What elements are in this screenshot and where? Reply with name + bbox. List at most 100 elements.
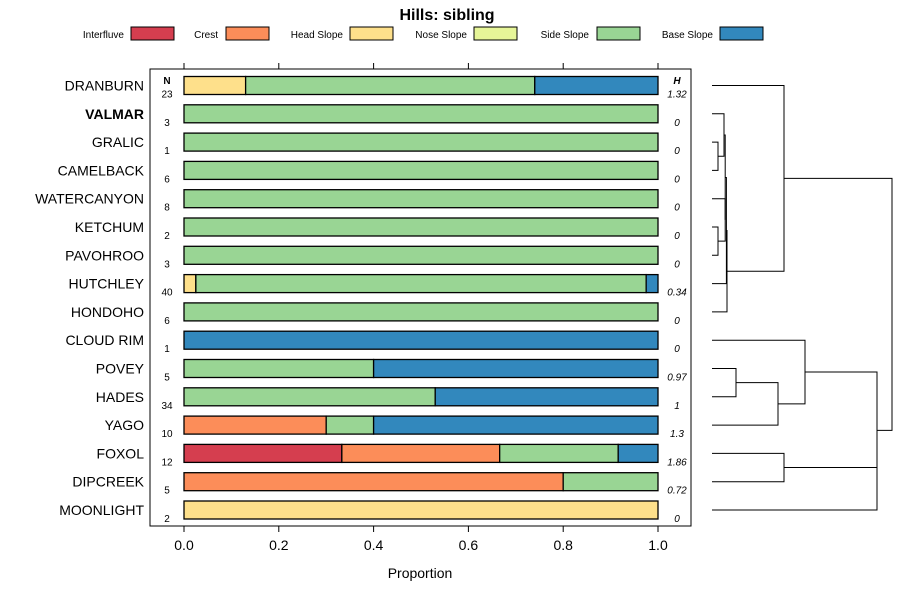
legend-swatch-head-slope — [349, 26, 394, 41]
bar-segment-base-slope — [534, 75, 659, 96]
row-hades: HADES 34 1 — [96, 387, 680, 412]
row-foxol: FOXOL 12 1.86 — [97, 443, 687, 468]
bar-segment-base-slope — [434, 387, 659, 407]
legend-label-base-slope: Base Slope — [662, 30, 714, 41]
row-label: HUTCHLEY — [69, 276, 145, 292]
dendrogram-branch — [712, 452, 785, 483]
dendrogram-branch — [712, 176, 727, 285]
row-label: PAVOHROO — [65, 247, 144, 263]
row-n-value: 6 — [164, 316, 170, 327]
bar-segment-crest — [183, 472, 564, 492]
row-label: WATERCANYON — [35, 191, 144, 207]
row-label: HADES — [96, 389, 144, 405]
bar-segment-side-slope — [183, 104, 659, 124]
row-h-value: 0 — [674, 118, 680, 129]
bar-segment-head-slope — [183, 273, 197, 294]
legend-label-interfluve: Interfluve — [83, 30, 125, 41]
row-h-value: 0 — [674, 344, 680, 355]
dendrogram-branch — [712, 339, 806, 405]
dendrogram-branch — [712, 141, 719, 171]
bar-segment-side-slope — [183, 302, 659, 322]
legend-swatch-interfluve — [130, 26, 175, 41]
dendrogram — [712, 85, 893, 511]
row-label: GRALIC — [92, 134, 144, 150]
row-label: CLOUD RIM — [65, 332, 144, 348]
row-label: YAGO — [105, 417, 145, 433]
bar-segment-side-slope — [325, 415, 375, 435]
row-label: HONDOHO — [71, 304, 144, 320]
row-h-value: 0 — [674, 316, 680, 327]
chart-title: Hills: sibling — [399, 7, 494, 24]
legend-label-nose-slope: Nose Slope — [415, 30, 467, 41]
row-n-value: 6 — [164, 174, 170, 185]
legend-label-crest: Crest — [194, 30, 218, 41]
row-watercanyon: WATERCANYON 8 0 — [35, 189, 680, 214]
bar-segment-side-slope — [183, 160, 659, 181]
bar-segment-side-slope — [183, 189, 659, 209]
row-povey: POVEY 5 0.97 — [96, 358, 687, 384]
legend-swatch-base-slope — [719, 26, 764, 41]
row-camelback: CAMELBACK 6 0 — [58, 160, 680, 185]
row-label: VALMAR — [85, 106, 144, 122]
row-n-value: 12 — [161, 457, 173, 468]
bar-segment-side-slope — [183, 217, 659, 237]
row-h-value: 0 — [674, 174, 680, 185]
row-n-value: 5 — [164, 486, 170, 497]
row-dranburn: DRANBURN 23 1.32 — [65, 75, 687, 101]
bar-segment-base-slope — [645, 273, 659, 294]
n-column-header: N — [163, 76, 170, 87]
legend-swatch-crest — [225, 26, 270, 41]
dendrogram-branch — [724, 134, 726, 220]
dendrogram-branch — [712, 382, 779, 426]
x-tick-label: 0.4 — [364, 537, 384, 553]
bar-segment-side-slope — [183, 387, 436, 407]
bar-segment-side-slope — [183, 245, 659, 265]
row-yago: YAGO 10 1.3 — [105, 415, 684, 440]
row-dipcreek: DIPCREEK 5 0.72 — [72, 472, 687, 497]
legend-swatch-nose-slope — [473, 26, 518, 41]
row-h-value: 1.3 — [670, 429, 684, 440]
row-h-value: 0 — [674, 514, 680, 525]
x-tick-label: 0.2 — [269, 537, 289, 553]
row-h-value: 0 — [674, 231, 680, 242]
bar-segment-head-slope — [183, 75, 247, 96]
x-axis-label: Proportion — [388, 565, 453, 581]
plot-frame — [149, 68, 692, 527]
row-n-value: 2 — [164, 231, 170, 242]
bar-segment-base-slope — [372, 358, 659, 379]
row-hondoho: HONDOHO 6 0 — [71, 302, 680, 327]
dendrogram-branch — [712, 226, 719, 256]
legend-label-side-slope: Side Slope — [541, 30, 590, 41]
legend: Interfluve Crest Head Slope Nose Slope Side … — [83, 26, 764, 41]
row-n-value: 3 — [164, 118, 170, 129]
row-label: FOXOL — [97, 445, 145, 461]
h-column-header: H — [673, 76, 681, 87]
row-h-value: 0.97 — [667, 373, 687, 384]
row-ketchum: KETCHUM 2 0 — [75, 217, 680, 242]
bar-segment-crest — [183, 415, 327, 435]
dendrogram-branch — [712, 230, 728, 313]
row-label: DRANBURN — [65, 78, 144, 94]
row-h-value: 0.34 — [667, 288, 687, 299]
bar-segment-base-slope — [372, 415, 659, 435]
row-h-value: 0 — [674, 146, 680, 157]
x-tick-label: 1.0 — [648, 537, 668, 553]
x-tick-label: 0.0 — [174, 537, 194, 553]
dendrogram-branch — [784, 177, 893, 431]
row-n-value: 1 — [164, 344, 170, 355]
dendrogram-branch — [712, 198, 726, 242]
bar-segment-crest — [341, 443, 501, 464]
bar-segment-side-slope — [562, 472, 659, 492]
bar-segment-base-slope — [183, 330, 659, 350]
dendrogram-branch — [805, 371, 878, 489]
row-h-value: 1 — [674, 401, 680, 412]
row-h-value: 0.72 — [667, 486, 687, 497]
row-valmar: VALMAR 3 0 — [85, 104, 680, 129]
row-moonlight: MOONLIGHT 2 0 — [59, 500, 680, 525]
row-h-value: 1.32 — [667, 90, 687, 101]
row-pavohroo: PAVOHROO 3 0 — [65, 245, 680, 270]
row-n-value: 8 — [164, 203, 170, 214]
